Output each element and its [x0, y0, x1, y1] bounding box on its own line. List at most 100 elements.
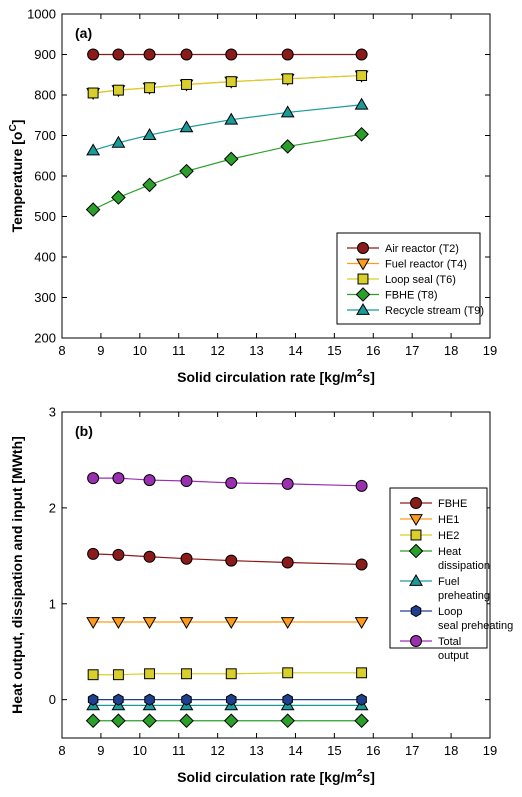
- panel-b-data-point: [144, 693, 155, 706]
- panel-b-ytick-label: 2: [49, 500, 56, 515]
- panel-b-legend-frame: [389, 487, 488, 649]
- panel-b-data-point: [111, 617, 126, 630]
- panel-b-xtick-label: 18: [444, 743, 458, 758]
- panel-b-data-point: [179, 617, 194, 630]
- panel-b-data-point: [356, 667, 368, 679]
- panel-b-legend-entry: Total: [438, 636, 461, 648]
- panel-b-legend-marker: [409, 514, 423, 527]
- panel-a-legend-entry: FBHE (T8): [385, 290, 438, 302]
- panel-b-data-point: [143, 550, 156, 563]
- panel-b-series-5: [87, 693, 367, 706]
- panel-b-xtick-label: 8: [58, 743, 65, 758]
- panel-b-series-2: [87, 667, 368, 681]
- panel-a-legend-marker: [356, 258, 370, 271]
- panel-b-xtick-label: 15: [327, 743, 341, 758]
- panel-b-data-point: [225, 476, 238, 489]
- panel-b-plot-frame: [61, 411, 491, 739]
- panel-a-data-point: [224, 112, 239, 125]
- panel-a-legend: Air reactor (T2) Fuel reactor (T4) Loop se…: [336, 232, 484, 325]
- panel-a-series-3: [85, 126, 369, 217]
- panel-b-data-point: [180, 475, 193, 488]
- panel-a-data-point: [179, 120, 194, 133]
- panel-a-legend-marker: [356, 302, 370, 315]
- panel-b-xtick-label: 14: [288, 743, 302, 758]
- panel-b-series-0: [87, 547, 368, 571]
- panel-b-ytick-label: 3: [49, 405, 56, 420]
- panel-b-legend-marker: [409, 573, 423, 586]
- panel-b-legend-entry: FBHE: [438, 498, 467, 510]
- panel-b-ylabel: Heat output, dissipation and input [MWth…: [9, 436, 25, 714]
- panel-b-data-point: [281, 477, 294, 490]
- panel-b-legend-marker: [410, 497, 422, 509]
- panel-a-data-point: [87, 48, 100, 61]
- panel-a-data-point: [111, 135, 126, 148]
- panel-a-xtick-label: 19: [483, 343, 497, 358]
- panel-b-data-point: [87, 669, 99, 681]
- panel-b-data-point: [179, 713, 194, 729]
- panel-b-data-point: [87, 547, 100, 560]
- panel-b-data-point: [224, 617, 239, 630]
- panel-b-legend-entry: seal preheating: [438, 620, 513, 632]
- panel-b-data-point: [181, 693, 192, 706]
- panel-a-legend-marker: [357, 273, 369, 285]
- panel-a-ytick-label: 500: [34, 209, 56, 224]
- panel-a-data-point: [143, 48, 156, 61]
- panel-b-xtick-label: 17: [405, 743, 419, 758]
- panel-a-data-point: [354, 126, 369, 142]
- panel-b-data-point: [142, 713, 157, 729]
- panel-a-label: (a): [75, 25, 92, 41]
- panel-b-data-point: [355, 558, 368, 571]
- panel-a-ytick-label: 1000: [27, 7, 56, 22]
- panel-b-data-point: [181, 668, 192, 680]
- panel-a-ylabel: Temperature [oC]: [8, 120, 25, 233]
- panel-b-data-point: [281, 556, 294, 569]
- panel-b-data-point: [354, 617, 369, 630]
- panel-b-data-point: [280, 713, 295, 729]
- panel-a-xtick-label: 13: [249, 343, 263, 358]
- panel-a-series-line: [92, 104, 362, 152]
- panel-b-data-point: [142, 617, 157, 630]
- panel-a-data-point: [280, 105, 295, 118]
- panel-b-legend-entry: Heat: [438, 546, 461, 558]
- panel-a-data-point: [225, 76, 237, 88]
- panel-a-data-point: [112, 84, 124, 96]
- panel-b-data-point: [144, 668, 155, 680]
- panel-b-legend-marker: [410, 604, 422, 618]
- panel-a-xtick-label: 18: [444, 343, 458, 358]
- panel-a-data-point: [86, 143, 101, 156]
- panel-b-data-point: [280, 617, 295, 630]
- panel-a-series-0: [87, 48, 368, 61]
- panel-a-legend-marker: [357, 242, 369, 254]
- panel-a-ytick-label: 200: [34, 331, 56, 346]
- panel-a-xtick-label: 14: [288, 343, 302, 358]
- panel-b-data-point: [282, 693, 293, 706]
- panel-b-data-point: [354, 713, 369, 729]
- panel-a-legend-entry: Air reactor (T2): [385, 243, 459, 255]
- panel-a-data-point: [85, 202, 101, 217]
- panel-b-legend-entry: output: [438, 650, 469, 662]
- panel-a-xtick-label: 16: [366, 343, 380, 358]
- panel-a-data-point: [355, 48, 368, 61]
- panel-a-ytick-label: 400: [34, 250, 56, 265]
- panel-b-legend-entry: HE2: [438, 530, 459, 542]
- panel-a-data-point: [112, 48, 125, 61]
- panel-a-data-point: [87, 87, 99, 99]
- panel-a-data-point: [356, 70, 368, 82]
- panel-a: 8 9 10 11 12 13 14 15 16 17 18 19 200 300 400 500 600 700…: [8, 7, 497, 386]
- panel-b-xtick-label: 9: [97, 743, 104, 758]
- panel-a-legend-entry: Recycle stream (T9): [385, 305, 484, 317]
- panel-a-xtick-label: 15: [327, 343, 341, 358]
- panel-b-legend-marker: [410, 529, 422, 541]
- panel-b-legend-entry: HE1: [438, 514, 459, 526]
- panel-b-legend: FBHE HE1 HE2 Heat dissipation Fuel preheating L…: [389, 487, 513, 662]
- panel-b-label: (b): [75, 423, 93, 439]
- panel-a-data-point: [181, 79, 192, 90]
- panel-b-xtick-label: 19: [483, 743, 497, 758]
- panel-a-series-2: [87, 70, 368, 99]
- panel-a-data-point: [282, 73, 294, 85]
- panel-b-data-point: [112, 548, 125, 561]
- panel-b-xtick-label: 10: [133, 743, 147, 758]
